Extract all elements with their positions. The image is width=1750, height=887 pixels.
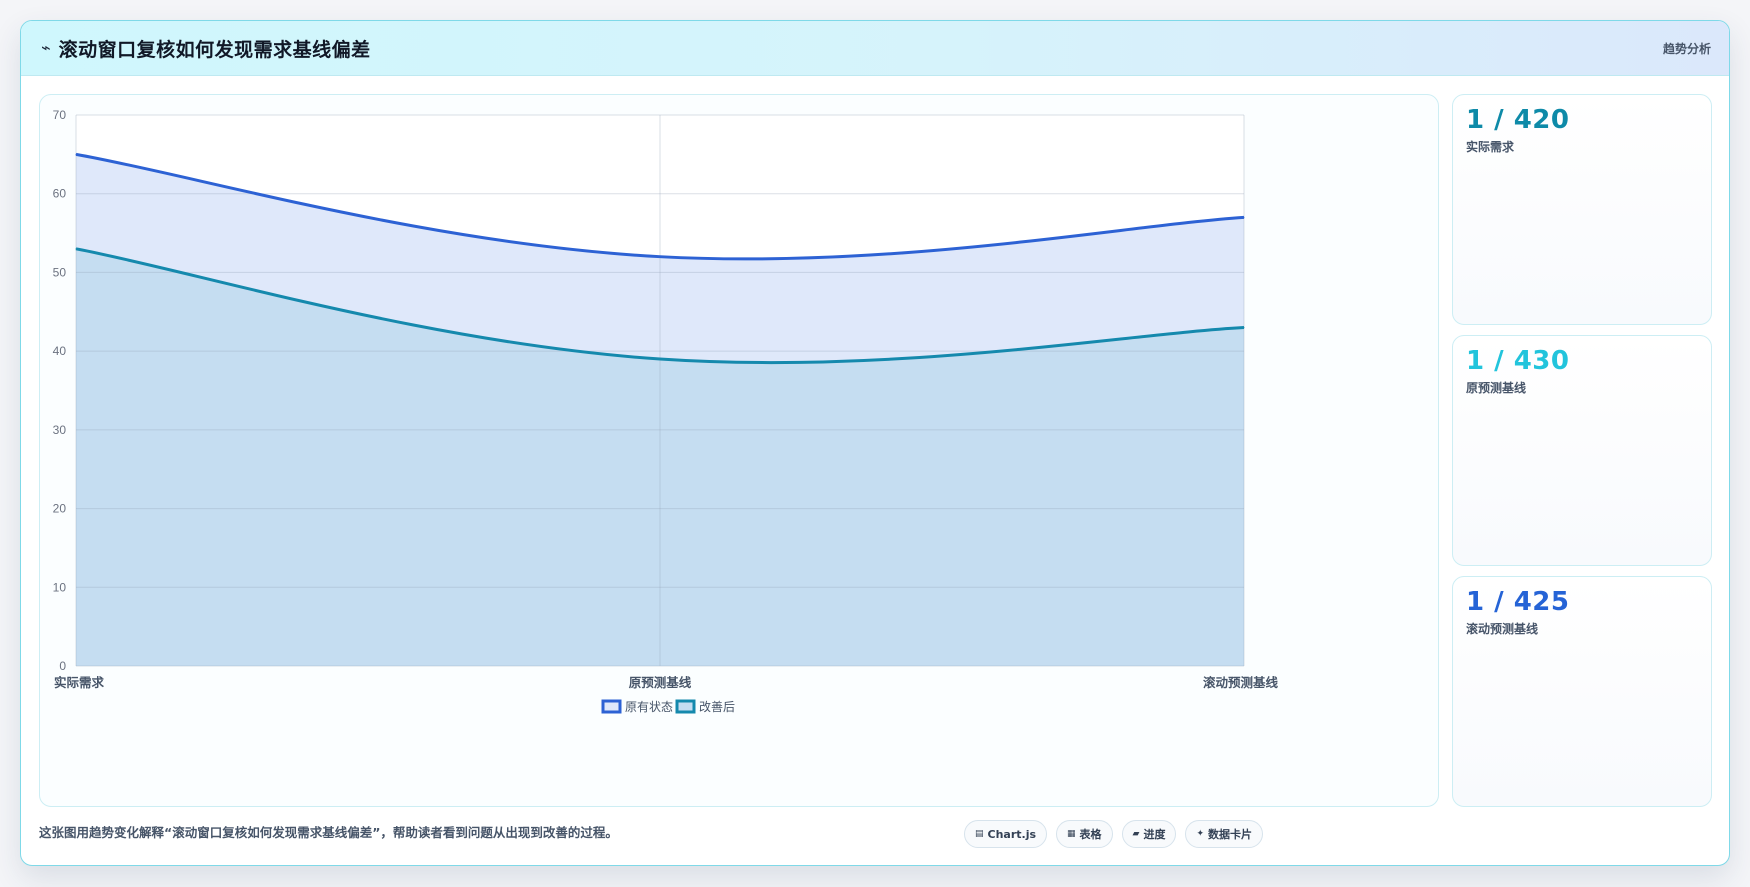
y-tick-label: 10 <box>53 580 67 594</box>
legend-label: 改善后 <box>699 699 735 714</box>
x-tick-label: 实际需求 <box>54 675 105 690</box>
stat-value: 1 / 420 <box>1466 105 1570 135</box>
analysis-type-tag: 趋势分析 <box>1662 41 1711 56</box>
stat-card-original-baseline: 1 / 430 原预测基线 <box>1452 335 1712 566</box>
data-point <box>75 248 77 250</box>
y-tick-label: 20 <box>53 502 67 516</box>
title-group: ⌁ 滚动窗口复核如何发现需求基线偏差 <box>41 35 371 62</box>
data-point <box>75 153 77 155</box>
stat-value: 1 / 430 <box>1466 346 1570 376</box>
chip-progress[interactable]: ▰ 进度 <box>1121 820 1177 848</box>
chip-label: 数据卡片 <box>1208 828 1253 841</box>
y-tick-label: 30 <box>53 423 67 437</box>
table-icon: ▦ <box>1067 829 1076 839</box>
data-point <box>1243 216 1245 218</box>
stat-value: 1 / 425 <box>1466 587 1570 617</box>
chart-icon: ▤ <box>975 829 984 839</box>
sparkle-icon: ✦ <box>1196 829 1205 839</box>
progress-icon: ▰ <box>1132 829 1140 839</box>
chip-label: 进度 <box>1143 828 1166 841</box>
y-tick-label: 70 <box>53 108 67 122</box>
chip-label: 表格 <box>1079 828 1102 841</box>
tech-chips: ▤ Chart.js ▦ 表格 ▰ 进度 ✦ 数据卡片 <box>964 820 1264 848</box>
y-tick-label: 60 <box>53 187 67 201</box>
legend-swatch <box>601 699 622 714</box>
legend-swatch <box>675 699 696 714</box>
y-tick-label: 0 <box>59 659 66 673</box>
legend-label: 原有状态 <box>625 700 673 714</box>
stat-label: 原预测基线 <box>1466 380 1527 395</box>
data-point <box>659 358 661 360</box>
chart-panel: 0 10 20 30 40 50 60 70 实际需求 原预测基线 滚动预测基线原有状态 改善后 <box>39 94 1439 807</box>
chip-label: Chart.js <box>987 827 1037 841</box>
data-point <box>1243 327 1245 329</box>
chip-table[interactable]: ▦ 表格 <box>1056 820 1113 848</box>
series-area-1 <box>76 248 1244 667</box>
chart-card: ⌁ 滚动窗口复核如何发现需求基线偏差 趋势分析 0 10 20 30 40 50 60 70 实… <box>20 20 1730 866</box>
stat-label: 滚动预测基线 <box>1466 621 1539 636</box>
y-tick-label: 40 <box>53 344 67 358</box>
stat-card-actual: 1 / 420 实际需求 <box>1452 94 1712 325</box>
chip-data-card[interactable]: ✦ 数据卡片 <box>1185 820 1264 848</box>
stat-label: 实际需求 <box>1466 139 1515 154</box>
y-tick-label: 50 <box>53 265 67 279</box>
card-header: ⌁ 滚动窗口复核如何发现需求基线偏差 趋势分析 <box>21 21 1729 76</box>
x-tick-label: 滚动预测基线 <box>1203 675 1279 690</box>
data-point <box>659 256 661 258</box>
trend-icon: ⌁ <box>41 38 51 57</box>
stat-card-rolling-baseline: 1 / 425 滚动预测基线 <box>1452 576 1712 807</box>
page-title: 滚动窗口复核如何发现需求基线偏差 <box>58 38 371 61</box>
chip-chartjs[interactable]: ▤ Chart.js <box>964 820 1048 848</box>
chart-description: 这张图用趋势变化解释“滚动窗口复核如何发现需求基线偏差”，帮助读者看到问题从出现… <box>39 825 618 840</box>
x-tick-label: 原预测基线 <box>629 675 692 690</box>
